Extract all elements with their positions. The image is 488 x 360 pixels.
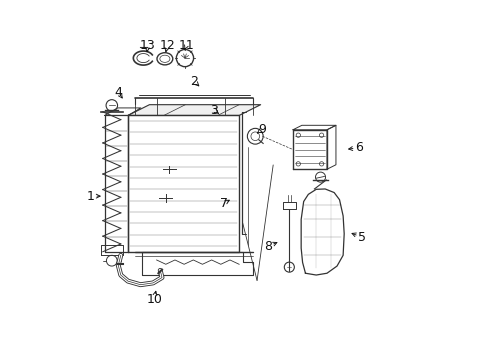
- Polygon shape: [128, 105, 260, 116]
- Text: 1: 1: [87, 190, 95, 203]
- Text: 5: 5: [357, 231, 366, 244]
- Text: 10: 10: [146, 293, 162, 306]
- Text: 8: 8: [264, 240, 272, 253]
- Text: 3: 3: [210, 104, 218, 117]
- Text: 13: 13: [140, 39, 155, 52]
- Text: 11: 11: [178, 39, 194, 52]
- Text: 2: 2: [190, 75, 198, 88]
- Text: 4: 4: [114, 86, 122, 99]
- Text: 12: 12: [159, 39, 175, 52]
- Text: 7: 7: [219, 197, 227, 210]
- Text: 6: 6: [355, 141, 363, 154]
- Text: 9: 9: [257, 123, 265, 136]
